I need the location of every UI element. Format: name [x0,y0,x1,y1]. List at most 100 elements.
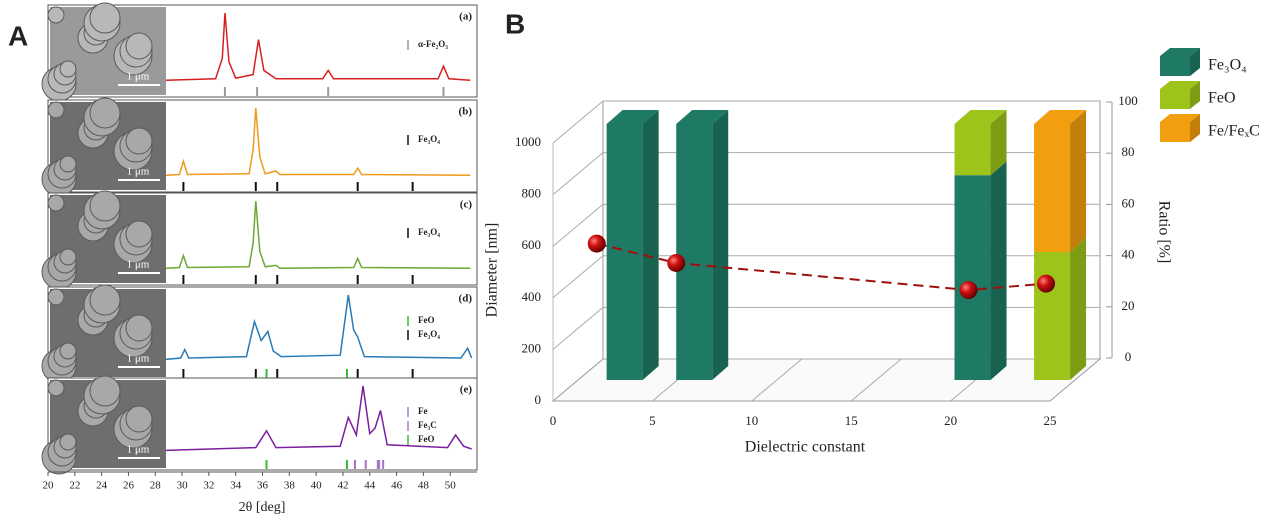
diameter-point [1037,274,1056,293]
x-tick-label: 44 [364,480,376,492]
x-tick-label: 20 [43,480,55,492]
sem-particle [47,288,65,306]
y2-tick-label: 60 [1122,195,1135,210]
x-tick-label: 0 [550,413,557,428]
bar-side [642,110,659,380]
bar-front [1034,124,1071,252]
y2-tick-label: 0 [1125,349,1132,364]
y-axis-label: Diameter [nm] [484,223,501,318]
diameter-line [596,242,1047,292]
legend-swatch-top [1160,48,1200,56]
y2-tick-label: 80 [1122,144,1135,159]
sem-particle [89,375,121,407]
x-tick-label: 46 [391,480,403,492]
grid-line [552,100,1100,144]
bar-top [954,110,1007,124]
bar-top [676,110,729,124]
sem-particle [47,101,65,119]
bar-side [990,110,1007,176]
xrd-pattern [165,200,471,269]
legend-label: Fe [418,406,428,416]
x-tick-label: 32 [203,480,214,492]
bar-top [606,110,659,124]
x-tick-label: 25 [1044,413,1057,428]
legend-label: Fe₃O₄ [418,134,440,144]
x-tick-label: 34 [230,480,242,492]
legend-swatch [1160,56,1190,76]
grid-line [552,255,1100,299]
pattern-label: (c) [460,199,473,211]
x-axis-label: Dielectric constant [745,439,866,456]
legend-swatch-top [1160,81,1200,89]
x-tick-label: 5 [649,413,656,428]
x-axis-label: 2θ [deg] [239,500,286,515]
y2-tick-label: 40 [1122,247,1135,262]
y-tick-label: 400 [522,289,542,304]
x-tick-label: 42 [337,480,348,492]
x-tick-label: 38 [284,480,296,492]
xrd-pattern [165,294,473,361]
floor-grid-line [1049,358,1101,402]
sem-particle [59,155,77,173]
floor-grid-line [850,358,902,402]
xrd-pattern [165,107,471,176]
legend-label: Fe₃C [418,420,437,430]
legend-label: FeO [418,434,435,444]
sem-particle [59,433,77,451]
sem-particle [125,32,153,60]
diameter-point [959,281,978,300]
bar-front [676,124,713,380]
grid-line [552,152,1100,195]
x-tick-label: 15 [845,413,858,428]
legend-swatch-side [1190,114,1200,142]
legend-label: α-Fe₂O₃ [418,39,448,49]
bar-side [712,110,729,380]
y-tick-label: 200 [522,340,542,355]
y-tick-label: 1000 [515,134,541,149]
sem-particle [47,194,65,212]
bar-front [1034,252,1071,380]
bar-front [954,124,991,176]
sem-particle [89,97,121,129]
y-tick-label: 0 [535,392,542,407]
x-tick-label: 24 [96,480,108,492]
legend-swatch-side [1190,81,1200,109]
sem-particle [59,60,77,78]
sem-particle [89,284,121,316]
legend-label: FeO [1208,90,1236,107]
grid-line [552,203,1100,247]
legend-label: Fe₃O₄ [418,227,440,237]
pattern-label: (e) [460,384,473,396]
y-tick-label: 800 [522,186,542,201]
legend-label: FeO [418,315,435,325]
diameter-point [667,253,686,272]
legend-swatch [1160,122,1190,142]
x-tick-label: 30 [177,480,189,492]
sem-particle [47,6,65,24]
bar-front [954,175,991,380]
sem-particle [59,342,77,360]
scale-bar-label: 1 μm [127,353,150,365]
sem-particle [125,314,153,342]
scale-bar-label: 1 μm [127,444,150,456]
y-tick-label: 600 [522,237,542,252]
panel-label: B [505,8,525,39]
y2-axis-label: Ratio [%] [1155,201,1172,264]
sem-particle [89,190,121,222]
legend-label: Fe₃O₄ [418,329,440,339]
sem-particle [59,248,77,266]
x-tick-label: 50 [445,480,457,492]
xrd-pattern [165,385,472,452]
x-tick-label: 36 [257,480,269,492]
scale-bar-label: 1 μm [127,71,150,83]
x-tick-label: 28 [150,480,162,492]
sem-particle [125,405,153,433]
x-tick-label: 26 [123,480,135,492]
floor-grid-line [751,358,803,402]
panel-label: A [8,20,28,51]
sem-particle [125,220,153,248]
x-tick-label: 10 [745,413,758,428]
diameter-point [587,234,606,253]
x-tick-label: 48 [418,480,430,492]
pattern-label: (a) [459,11,472,23]
